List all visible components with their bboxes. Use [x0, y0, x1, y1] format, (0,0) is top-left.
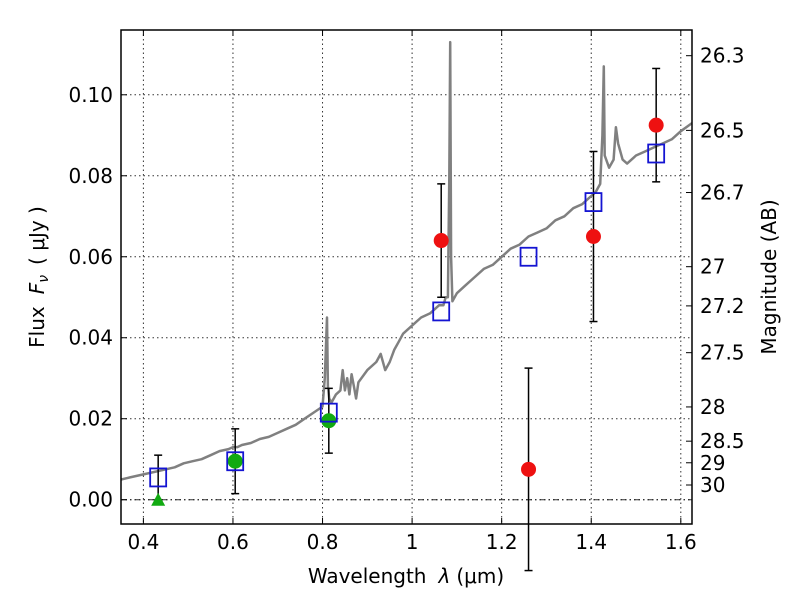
y2-tick-label: 27.5: [700, 341, 745, 365]
y2-tick-label: 30: [700, 473, 725, 497]
y2-axis-title: Magnitude (AB): [757, 199, 781, 354]
y-tick-label: 0.10: [68, 83, 113, 107]
x-tick-label: 0.6: [217, 530, 249, 554]
x-tick-label: 0.4: [127, 530, 159, 554]
x-axis-title: Wavelength λ (μm): [308, 564, 504, 588]
photometry-circle-marker: [521, 461, 537, 477]
x-tick-label: 1.4: [575, 530, 607, 554]
model-square-marker: [519, 246, 538, 267]
plot-frame: [120, 29, 693, 525]
y-tick-label: 0.00: [68, 488, 113, 512]
y-tick-label: 0.02: [68, 407, 113, 431]
model-square-marker: [226, 451, 245, 472]
photometry-circle-marker: [648, 117, 664, 133]
photometry-circle-marker: [227, 453, 243, 469]
data-markers: [149, 117, 666, 506]
model-square-marker: [319, 402, 338, 423]
y-tick-label: 0.04: [68, 326, 113, 350]
x-tick-label: 1.2: [486, 530, 518, 554]
x-tick-label: 1.6: [665, 530, 697, 554]
plot-background: [121, 30, 692, 524]
model-square-marker: [584, 192, 603, 212]
y2-tick-label: 27.2: [700, 294, 745, 318]
y2-tick-label: 26.3: [700, 44, 745, 68]
spectrum: [121, 40, 692, 481]
y2-tick-label: 26.7: [700, 181, 745, 205]
y2-tick-label: 28.5: [700, 429, 745, 453]
tick-labels: 0.4 0.6 0.8 1 1.2 1.4 1.6 0.00 0.02 0.04 0.06 0.08 0…: [68, 44, 744, 554]
y-tick-label: 0.08: [68, 164, 113, 188]
y2-tick-label: 29: [700, 451, 725, 475]
photometry-circle-marker: [321, 413, 337, 429]
y2-tick-label: 28: [700, 395, 725, 419]
photometry-circle-marker: [433, 233, 449, 249]
x-tick-label: 0.8: [307, 530, 339, 554]
model-square-marker: [432, 301, 451, 322]
y-axis-title: FluxFν( μJy ): [25, 206, 52, 348]
y2-tick-label: 26.5: [700, 118, 745, 142]
model-square-marker: [647, 143, 666, 164]
model-square-marker: [149, 467, 168, 488]
axis-ticks: [121, 30, 692, 524]
y2-tick-label: 27: [700, 255, 725, 279]
photometry-triangle-marker: [151, 492, 166, 506]
photometry-circle-marker: [585, 229, 601, 245]
spectrum-line: [121, 40, 692, 481]
y-tick-label: 0.06: [68, 245, 113, 269]
x-tick-label: 1: [406, 530, 419, 554]
